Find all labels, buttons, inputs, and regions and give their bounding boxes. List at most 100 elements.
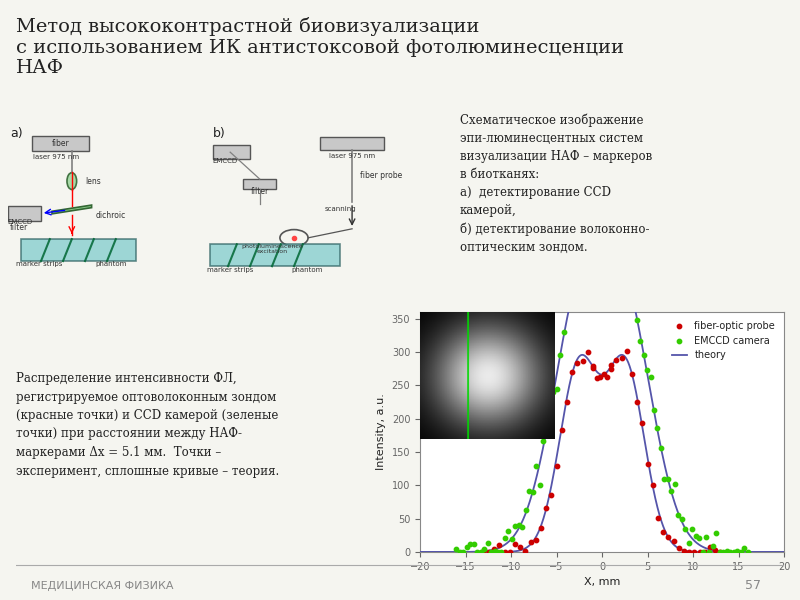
fiber-optic probe [626, 369, 638, 379]
EMCCD camera [470, 547, 483, 557]
EMCCD camera [495, 547, 508, 557]
EMCCD camera [550, 384, 563, 394]
EMCCD camera [741, 547, 754, 557]
EMCCD camera [474, 547, 487, 557]
EMCCD camera [592, 219, 605, 229]
EMCCD camera [699, 532, 713, 542]
Text: EMCCD: EMCCD [7, 220, 32, 226]
EMCCD camera [637, 350, 650, 360]
EMCCD camera [696, 547, 709, 557]
EMCCD camera [488, 546, 501, 556]
EMCCD camera [620, 269, 633, 279]
fiber-optic probe [545, 490, 558, 500]
fiber-optic probe [576, 356, 589, 366]
Text: phantom: phantom [96, 261, 127, 267]
EMCCD camera [464, 539, 477, 548]
EMCCD camera [498, 533, 511, 543]
EMCCD camera [457, 547, 470, 557]
X-axis label: X, mm: X, mm [584, 577, 620, 587]
EMCCD camera [509, 521, 522, 531]
fiber-optic probe [651, 514, 664, 523]
EMCCD camera [613, 244, 626, 254]
fiber-optic probe [586, 363, 599, 373]
EMCCD camera [714, 547, 726, 557]
FancyBboxPatch shape [243, 179, 277, 189]
EMCCD camera [724, 547, 737, 557]
EMCCD camera [627, 299, 640, 308]
fiber-optic probe [678, 546, 690, 556]
Polygon shape [52, 205, 92, 214]
EMCCD camera [599, 229, 612, 239]
Text: МЕДИЦИНСКАЯ ФИЗИКА: МЕДИЦИНСКАЯ ФИЗИКА [31, 581, 174, 591]
EMCCD camera [602, 232, 615, 242]
fiber-optic probe [493, 540, 506, 550]
EMCCD camera [482, 538, 494, 548]
fiber-optic probe [698, 547, 711, 557]
fiber-optic probe [519, 546, 532, 556]
fiber-optic probe [582, 347, 594, 356]
fiber-optic probe [524, 537, 537, 547]
Text: laser 975 nm: laser 975 nm [329, 153, 375, 159]
Text: excitation: excitation [257, 249, 287, 254]
EMCCD camera [512, 521, 525, 530]
fiber-optic probe [586, 361, 599, 371]
fiber-optic probe [498, 547, 511, 557]
EMCCD camera [516, 522, 529, 532]
FancyBboxPatch shape [213, 145, 250, 159]
fiber-optic probe [610, 355, 622, 365]
Text: filter: filter [250, 187, 269, 196]
EMCCD camera [641, 365, 654, 374]
theory [597, 227, 606, 234]
EMCCD camera [568, 287, 581, 296]
EMCCD camera [662, 474, 674, 484]
fiber-optic probe [503, 547, 516, 557]
fiber-optic probe [601, 372, 614, 382]
fiber-optic probe [682, 547, 695, 557]
Text: fiber probe: fiber probe [360, 172, 402, 181]
Text: phantom: phantom [291, 267, 323, 273]
EMCCD camera [506, 534, 518, 544]
fiber-optic probe [693, 547, 706, 557]
EMCCD camera [665, 487, 678, 496]
EMCCD camera [706, 541, 719, 550]
fiber-optic probe [630, 398, 643, 407]
theory [769, 548, 778, 556]
fiber-optic probe [534, 523, 547, 533]
EMCCD camera [595, 232, 609, 241]
Y-axis label: Intensity, a.u.: Intensity, a.u. [376, 394, 386, 470]
EMCCD camera [478, 544, 490, 553]
EMCCD camera [710, 529, 723, 538]
Text: Распределение интенсивности ФЛ,
регистрируемое оптоволоконным зондом
(красные то: Распределение интенсивности ФЛ, регистри… [16, 372, 279, 478]
EMCCD camera [485, 547, 498, 557]
Legend: fiber-optic probe, EMCCD camera, theory: fiber-optic probe, EMCCD camera, theory [668, 317, 779, 364]
fiber-optic probe [540, 503, 553, 513]
EMCCD camera [717, 547, 730, 557]
EMCCD camera [658, 475, 670, 484]
fiber-optic probe [561, 397, 574, 407]
EMCCD camera [582, 243, 594, 253]
fiber-optic probe [550, 461, 563, 471]
FancyBboxPatch shape [32, 136, 90, 151]
theory [582, 242, 592, 249]
Text: marker strips: marker strips [16, 261, 62, 267]
Text: filter: filter [10, 223, 28, 232]
fiber-optic probe [509, 539, 522, 549]
fiber-optic probe [605, 360, 618, 370]
FancyBboxPatch shape [321, 137, 384, 150]
Text: Метод высококонтрастной биовизуализации
с использованием ИК антистоксовой фотолю: Метод высококонтрастной биовизуализации … [16, 17, 624, 77]
EMCCD camera [606, 245, 619, 254]
EMCCD camera [690, 531, 702, 541]
Line: theory: theory [420, 230, 784, 552]
theory [592, 229, 602, 236]
EMCCD camera [623, 292, 636, 302]
fiber-optic probe [657, 527, 670, 537]
EMCCD camera [526, 487, 539, 497]
Text: dichroic: dichroic [96, 211, 126, 220]
EMCCD camera [461, 542, 474, 552]
EMCCD camera [547, 387, 560, 397]
theory [769, 548, 778, 556]
fiber-optic probe [672, 543, 685, 553]
EMCCD camera [561, 301, 574, 310]
EMCCD camera [502, 526, 515, 536]
fiber-optic probe [646, 480, 659, 490]
